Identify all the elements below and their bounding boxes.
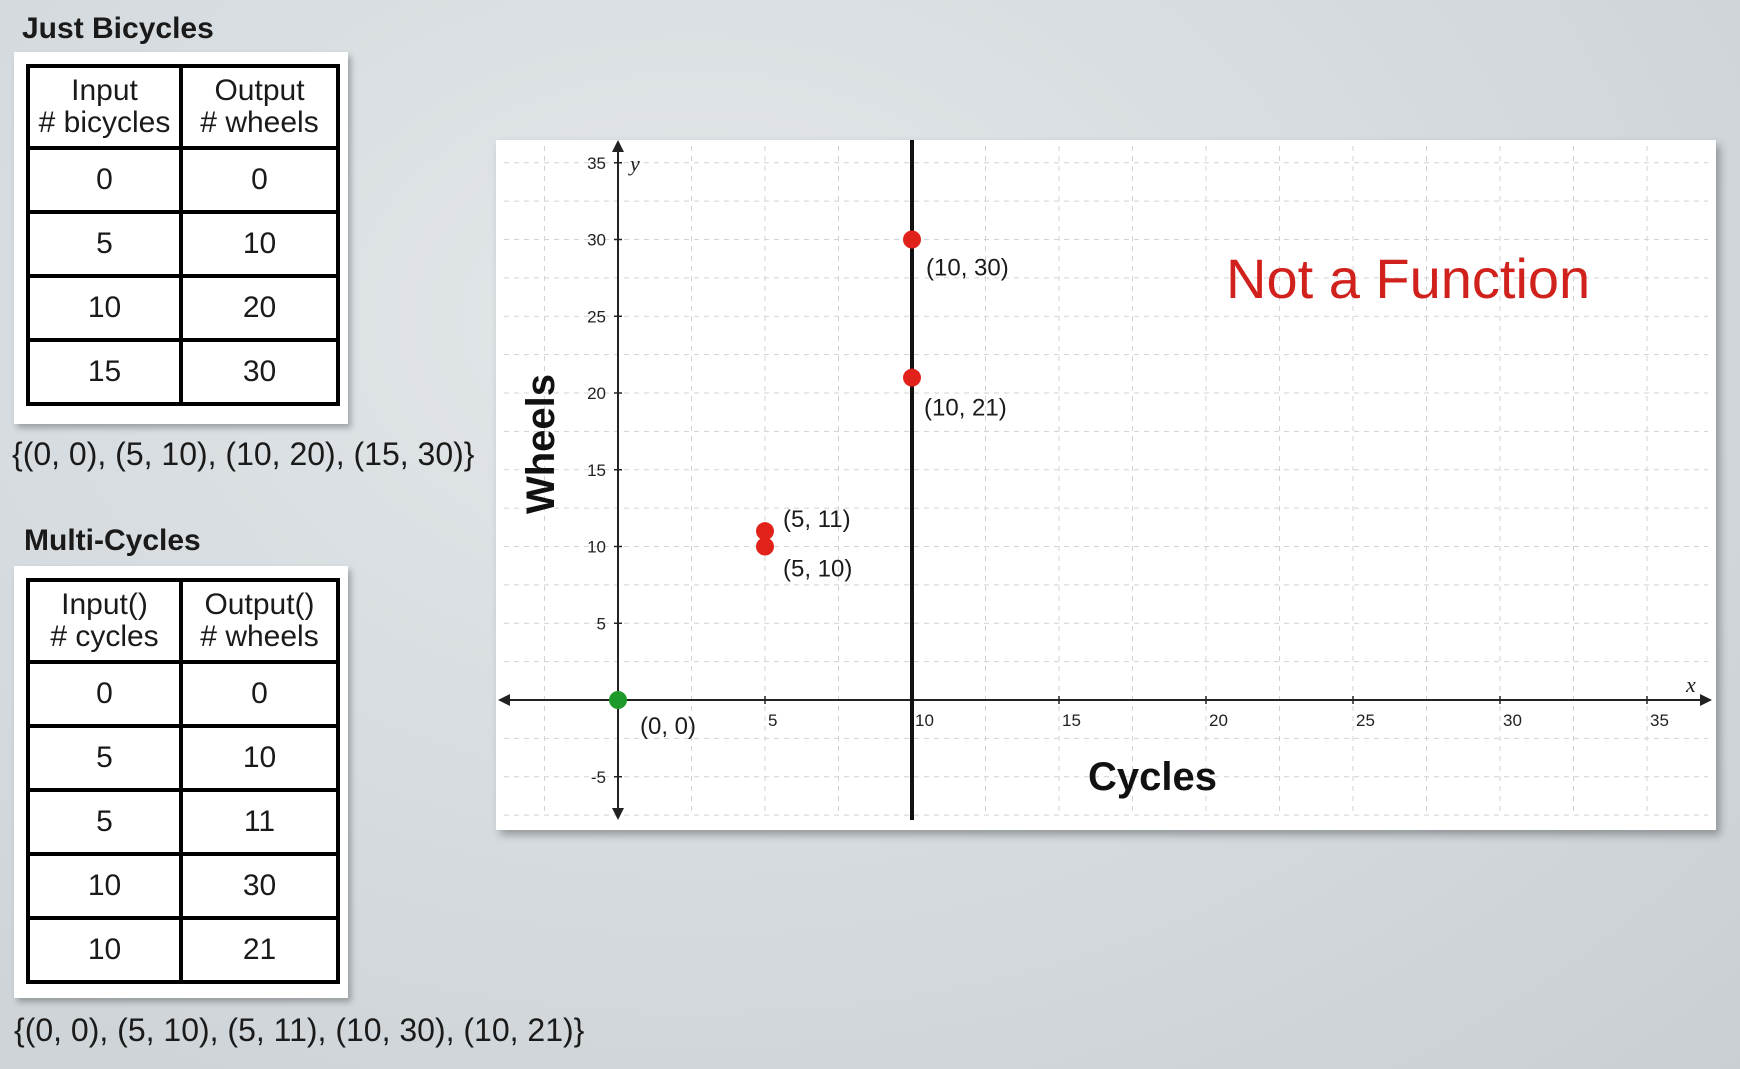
io-table-multi-cycles: Input() # cycles Output() # wheels 0 0 5… — [26, 578, 340, 984]
table-cell: 10 — [179, 210, 340, 278]
table-row: 5 11 — [26, 788, 340, 856]
header-line: Output() — [204, 588, 315, 621]
x-axis-arrow-right — [1700, 694, 1712, 706]
y-tick-label: 20 — [587, 384, 606, 403]
point-label: (0, 0) — [640, 713, 696, 740]
table-cell: 10 — [26, 916, 183, 984]
table-cell: 11 — [179, 788, 340, 856]
not-a-function-annotation: Not a Function — [1226, 247, 1590, 310]
chart-panel: 5 10 15 20 25 30 35 -5 5 10 15 20 25 30 35 y x (0, 0) (5, … — [496, 140, 1716, 830]
header-line: Input — [71, 74, 138, 107]
table-row: 5 10 — [26, 210, 340, 278]
x-axis-arrow-left — [498, 694, 510, 706]
data-point — [903, 368, 921, 387]
header-line: # cycles — [50, 620, 159, 653]
x-axis-variable: x — [1685, 672, 1696, 697]
table-cell: 10 — [179, 724, 340, 792]
table-title-just-bicycles: Just Bicycles — [22, 12, 214, 45]
data-point — [756, 537, 774, 556]
table-cell: 0 — [26, 146, 183, 214]
y-axis-title: Wheels — [519, 374, 563, 514]
table-title-multi-cycles: Multi-Cycles — [24, 524, 201, 557]
y-tick-label: 25 — [587, 307, 606, 326]
table-header-input: Input # bicycles — [26, 64, 183, 150]
table-row: 0 0 — [26, 660, 340, 728]
table-cell: 5 — [26, 210, 183, 278]
table-row: 0 0 — [26, 146, 340, 214]
header-line: # bicycles — [38, 106, 171, 139]
x-tick-label: 30 — [1503, 711, 1522, 730]
data-point — [609, 691, 627, 709]
table-row: 15 30 — [26, 338, 340, 406]
data-point — [756, 522, 774, 541]
x-tick-label: 15 — [1062, 711, 1081, 730]
table-cell: 5 — [26, 788, 183, 856]
x-tick-label: 20 — [1209, 711, 1228, 730]
set-notation-multi-cycles: {(0, 0), (5, 10), (5, 11), (10, 30), (10… — [14, 1012, 585, 1048]
table-cell: 5 — [26, 724, 183, 792]
table-cell: 21 — [179, 916, 340, 984]
table-cell: 20 — [179, 274, 340, 342]
table-card-multi-cycles: Input() # cycles Output() # wheels 0 0 5… — [14, 566, 348, 998]
table-cell: 10 — [26, 852, 183, 920]
io-table-just-bicycles: Input # bicycles Output # wheels 0 0 5 1… — [26, 64, 340, 406]
x-tick-label: 5 — [768, 711, 777, 730]
table-cell: 0 — [26, 660, 183, 728]
data-point — [903, 230, 921, 249]
x-tick-label: 10 — [915, 711, 934, 730]
x-tick-label: 35 — [1650, 711, 1669, 730]
table-header-output: Output() # wheels — [179, 578, 340, 664]
header-line: Output — [214, 74, 305, 107]
point-label: (5, 10) — [783, 556, 852, 583]
point-label: (10, 21) — [924, 395, 1007, 422]
y-tick-label: -5 — [591, 768, 606, 787]
y-tick-label: 15 — [587, 461, 606, 480]
table-cell: 10 — [26, 274, 183, 342]
point-label: (5, 11) — [783, 506, 851, 533]
point-label: (10, 30) — [926, 255, 1009, 282]
table-cell: 15 — [26, 338, 183, 406]
table-row: 10 21 — [26, 916, 340, 984]
table-row: 5 10 — [26, 724, 340, 792]
header-line: # wheels — [200, 106, 319, 139]
scatter-chart: 5 10 15 20 25 30 35 -5 5 10 15 20 25 30 35 y x (0, 0) (5, … — [498, 140, 1712, 820]
x-axis-title: Cycles — [1088, 755, 1217, 799]
y-tick-label: 5 — [597, 614, 606, 633]
table-cell: 0 — [179, 660, 340, 728]
y-axis-arrow-bottom — [612, 808, 624, 820]
y-tick-label: 30 — [587, 231, 606, 250]
y-tick-label: 10 — [587, 538, 606, 557]
x-tick-label: 25 — [1356, 711, 1375, 730]
table-header-input: Input() # cycles — [26, 578, 183, 664]
header-line: # wheels — [200, 620, 319, 653]
y-axis-variable: y — [628, 151, 640, 176]
table-header-output: Output # wheels — [179, 64, 340, 150]
table-card-just-bicycles: Input # bicycles Output # wheels 0 0 5 1… — [14, 52, 348, 424]
header-line: Input() — [61, 588, 148, 621]
y-axis-arrow-top — [612, 140, 624, 152]
table-cell: 0 — [179, 146, 340, 214]
table-row: 10 20 — [26, 274, 340, 342]
table-cell: 30 — [179, 338, 340, 406]
set-notation-just-bicycles: {(0, 0), (5, 10), (10, 20), (15, 30)} — [12, 436, 475, 472]
table-row: 10 30 — [26, 852, 340, 920]
table-cell: 30 — [179, 852, 340, 920]
y-tick-label: 35 — [587, 154, 606, 173]
